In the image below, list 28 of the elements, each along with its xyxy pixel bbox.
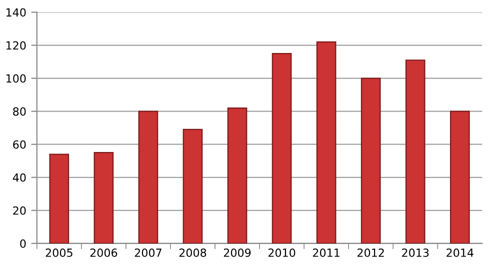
- y-tick-label: 60: [13, 140, 26, 149]
- y-tick-label: 100: [6, 74, 26, 83]
- bar: [182, 128, 203, 244]
- x-tick-label: 2012: [358, 248, 384, 257]
- y-tick-label: 40: [12, 173, 26, 182]
- bar: [405, 60, 426, 244]
- bar: [227, 107, 248, 244]
- x-tick-label: 2011: [312, 248, 340, 257]
- y-tick-label: 140: [6, 8, 26, 17]
- bar: [316, 41, 336, 244]
- bar: [450, 110, 470, 244]
- bar: [49, 154, 70, 244]
- x-tick-label: 2006: [90, 248, 118, 257]
- bar: [94, 152, 114, 244]
- y-tick-label: 20: [13, 206, 26, 215]
- x-tick-label: 2008: [179, 248, 206, 257]
- x-tick-label: 2005: [46, 248, 72, 257]
- bar: [138, 110, 158, 244]
- y-tick-label: 120: [6, 41, 26, 50]
- bar: [360, 78, 381, 244]
- bar: [272, 52, 292, 244]
- x-tick-label: 2010: [268, 248, 296, 257]
- x-tick-label: 2013: [402, 248, 429, 257]
- x-tick-label: 2007: [134, 248, 162, 257]
- x-tick-label: 2009: [224, 248, 251, 257]
- x-tick-label: 2014: [446, 248, 474, 257]
- y-tick-label: 0: [20, 239, 26, 248]
- y-tick-label: 80: [13, 107, 26, 116]
